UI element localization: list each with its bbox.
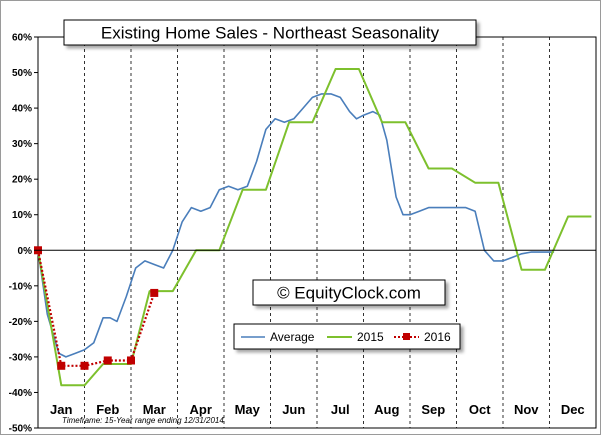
chart-title: Existing Home Sales - Northeast Seasonal… [101,24,440,43]
axis-layer [34,36,596,429]
footnote: Timeframe: 15-Year range ending 12/31/20… [62,416,224,425]
chart-title-box: Existing Home Sales - Northeast Seasonal… [63,19,477,46]
y-tick-label: -20% [9,317,32,328]
series-2016-marker [127,356,135,365]
month-label: Feb [96,402,119,417]
series-2016-marker [150,288,159,297]
watermark-frame [252,279,446,306]
series-2016-marker [80,361,89,370]
y-tick-label: 50% [12,68,32,79]
legend-label-average: Average [270,330,315,344]
outer-frame [0,0,601,435]
month-label: May [235,402,261,417]
legend: Average 2015 2016 [233,323,461,350]
y-tick-label: -40% [9,388,32,399]
y-tick-label: 60% [12,33,32,44]
month-label: Apr [190,402,212,417]
series-average-line [37,93,555,358]
series-2016-marker [103,356,112,365]
month-label: Dec [561,402,585,417]
label-layer: -50% -40% -30% -20% -10% 0% 10% 20% 30% 40% 50% 60%… [9,33,585,435]
watermark-box: © EquityClock.com [252,279,446,306]
month-label: Sep [421,402,445,417]
chart-title-frame [63,19,477,46]
month-label: Jun [282,402,305,417]
y-tick-label: 40% [12,104,32,115]
month-label: Nov [514,402,539,417]
month-label: Jan [50,402,72,417]
watermark-text: © EquityClock.com [277,284,421,303]
legend-label-2016: 2016 [424,330,451,344]
y-tick-label: -30% [9,352,32,363]
y-tick-label: 20% [12,175,32,186]
y-tick-label: 0% [18,246,33,257]
month-label: Mar [143,402,166,417]
y-tick-label: 10% [12,210,32,221]
series-2016-line [36,250,156,367]
y-tick-label: -10% [9,281,32,292]
month-label: Oct [469,402,491,417]
series-2016-marker [57,361,66,370]
legend-label-2015: 2015 [357,330,384,344]
series-layer [34,68,592,387]
y-tick-label: -50% [9,424,32,435]
legend-marker-2016 [403,333,410,340]
month-label: Jul [331,402,350,417]
month-label: Aug [374,402,399,417]
y-tick-label: 30% [12,139,32,150]
